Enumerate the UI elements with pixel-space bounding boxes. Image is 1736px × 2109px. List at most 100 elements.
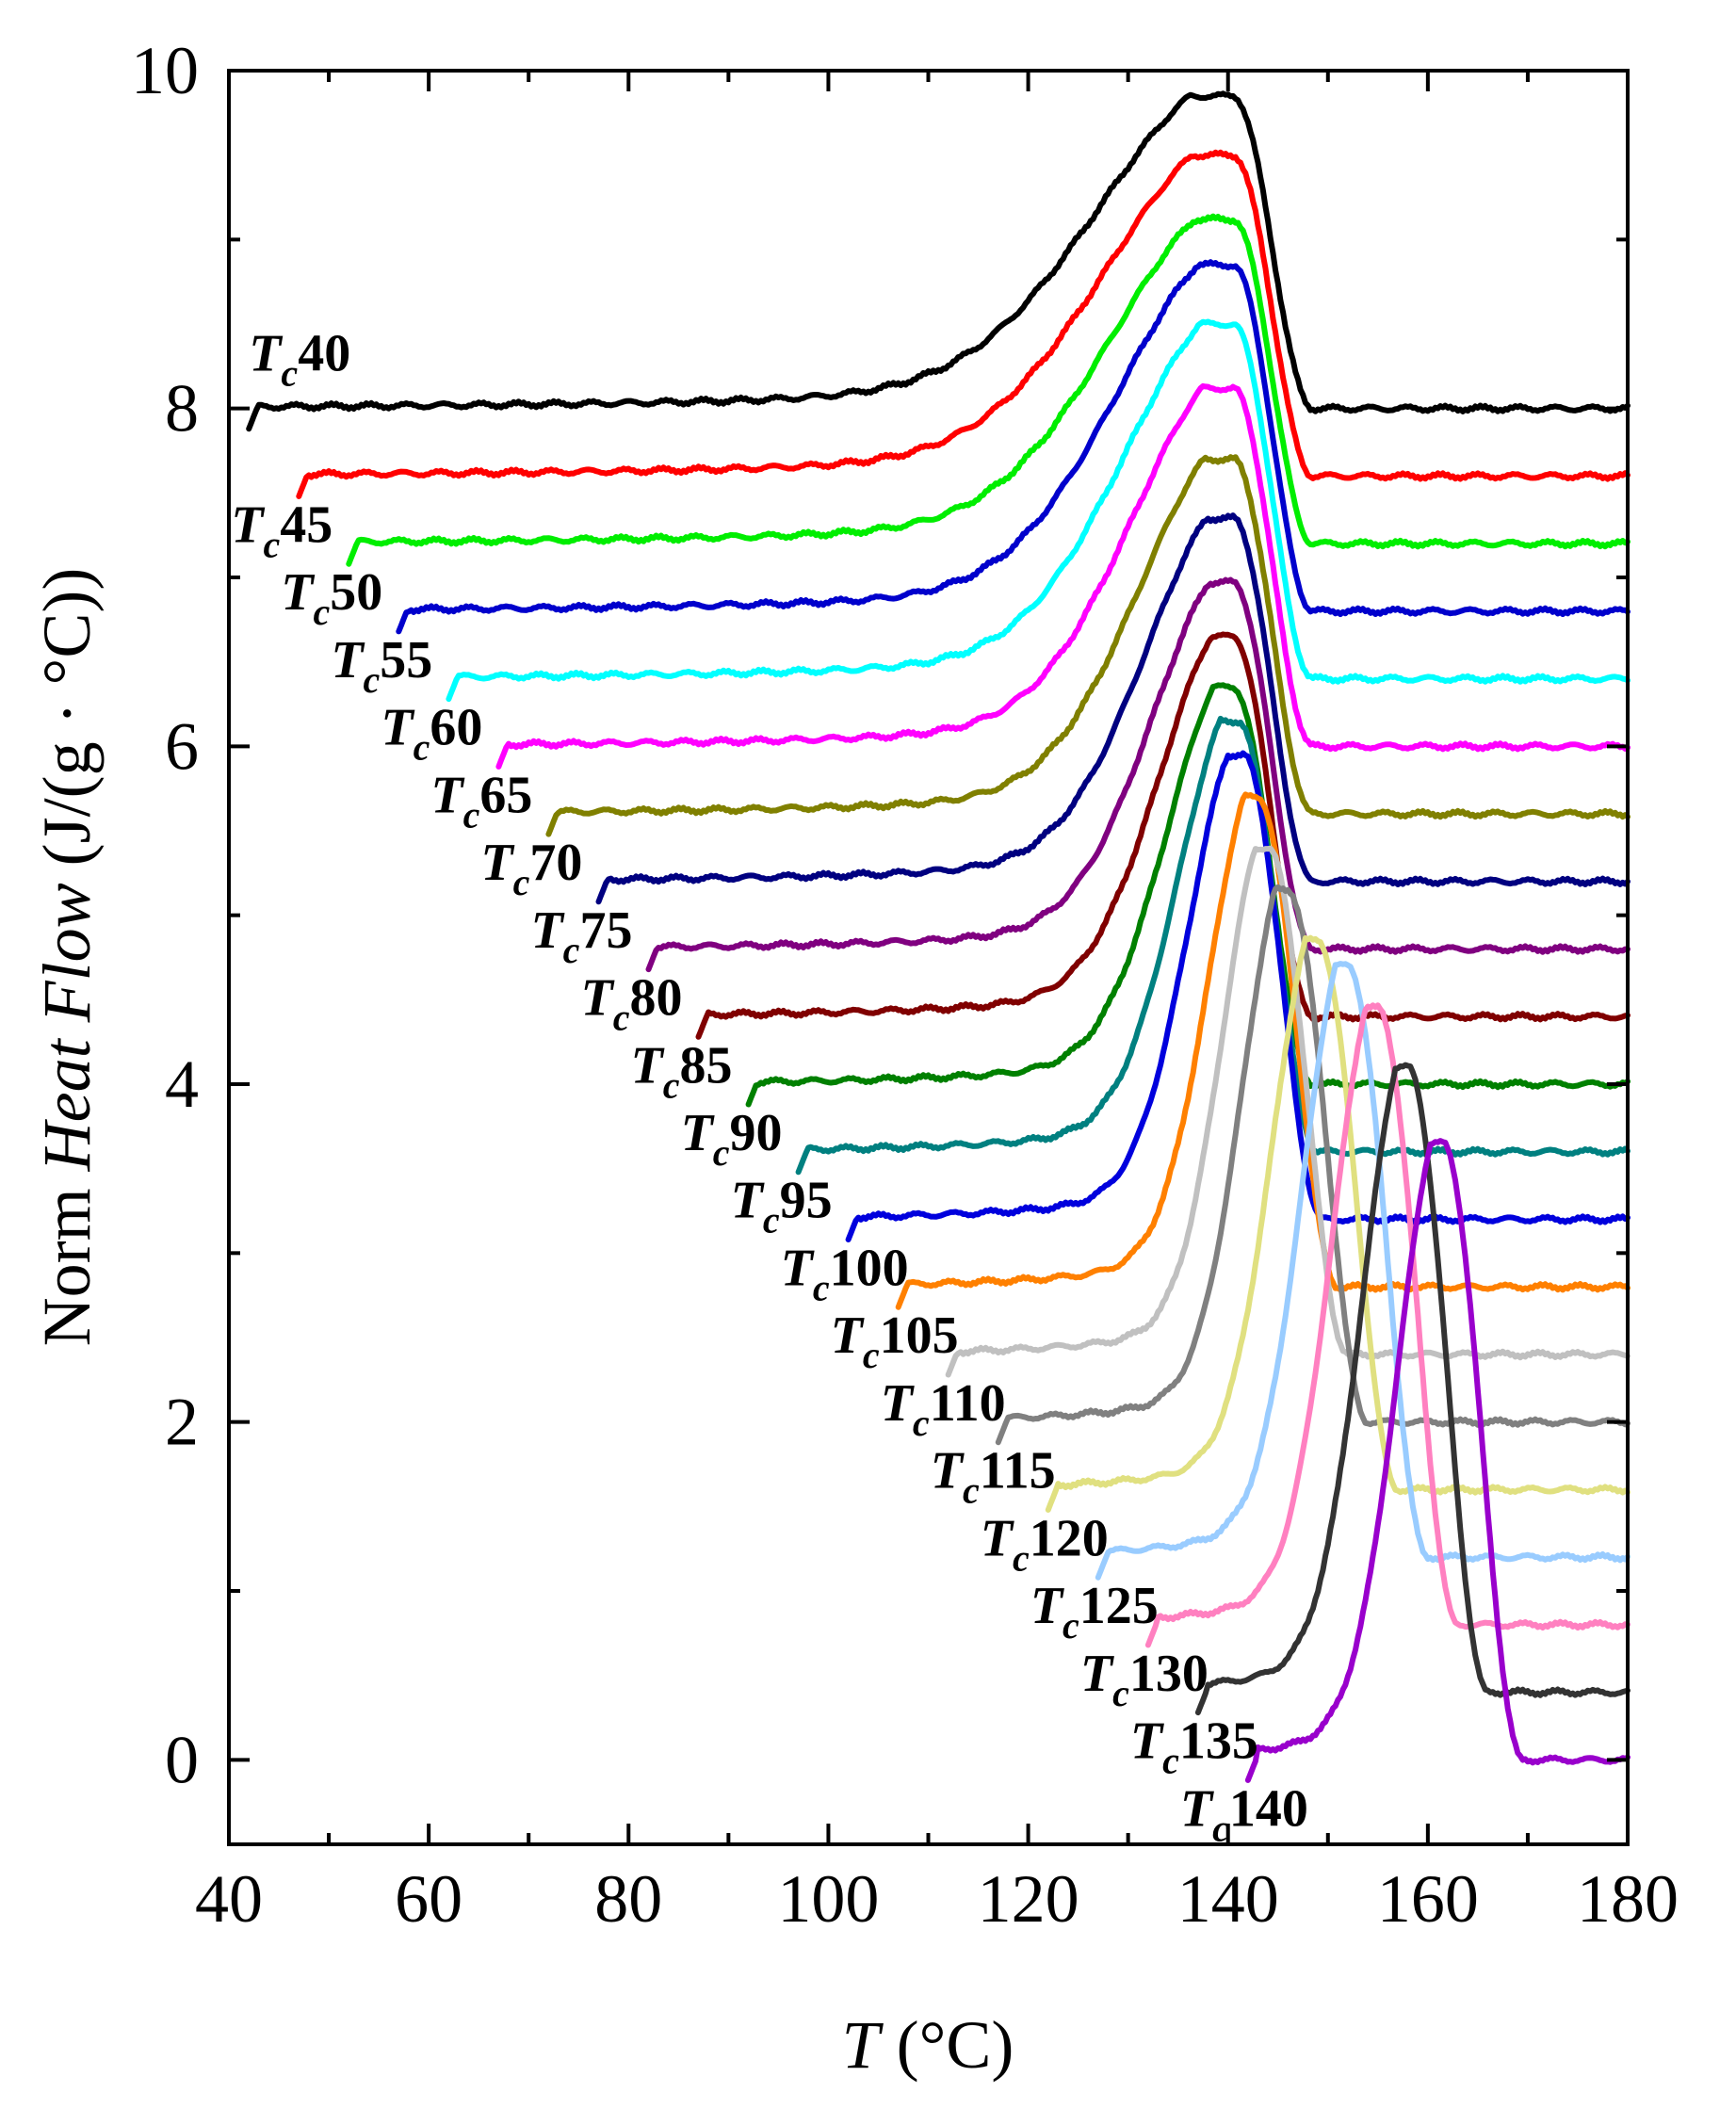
series-label-number: 90	[730, 1104, 783, 1162]
x-tick-label: 160	[1377, 1861, 1479, 1937]
series-line-tc55	[396, 259, 1631, 635]
curves-layer	[246, 90, 1631, 1783]
series-label-number: 70	[529, 834, 582, 892]
series-label-number: 110	[930, 1374, 1006, 1433]
series-line-tc140	[1244, 1138, 1631, 1783]
series-label-number: 120	[1030, 1509, 1109, 1567]
series-label-sub: c	[813, 1266, 830, 1308]
series-label-prefix: T	[249, 325, 284, 383]
series-line-tc50	[346, 213, 1631, 567]
series-line-tc70	[545, 454, 1631, 837]
series-label-sub: c	[1162, 1740, 1179, 1782]
series-label-tc45: Tc45	[231, 495, 333, 565]
series-label-sub: c	[463, 793, 480, 835]
series-label-number: 65	[479, 766, 532, 824]
series-label-number: 80	[629, 969, 682, 1028]
x-tick-label: 40	[195, 1861, 263, 1937]
series-label-prefix: T	[681, 1104, 716, 1162]
x-tick-label: 140	[1177, 1861, 1279, 1937]
series-line-tc80	[645, 576, 1631, 973]
series-label-prefix: T	[331, 631, 365, 689]
series-label-tc80: Tc80	[581, 969, 683, 1039]
series-label-sub: c	[763, 1199, 780, 1241]
series-label-tc95: Tc95	[731, 1172, 833, 1241]
series-line-tc110	[945, 845, 1631, 1378]
series-label-tc100: Tc100	[781, 1239, 909, 1308]
series-line-tc95	[795, 715, 1631, 1176]
series-label-prefix: T	[281, 563, 316, 622]
series-label-sub: c	[613, 997, 630, 1039]
series-line-tc65	[495, 382, 1631, 770]
series-label-sub: c	[1013, 1536, 1030, 1579]
series-label-sub: c	[563, 929, 580, 971]
series-label-prefix: T	[480, 834, 515, 892]
series-label-sub: c	[663, 1063, 680, 1106]
series-line-tc120	[1045, 934, 1631, 1513]
series-label-number: 105	[880, 1306, 959, 1365]
series-label-prefix: T	[381, 699, 415, 757]
series-label-number: 45	[280, 495, 333, 554]
y-axis-prefix: Norm	[29, 1171, 105, 1346]
series-line-tc75	[595, 512, 1631, 905]
series-line-tc115	[995, 884, 1631, 1446]
series-line-tc45	[296, 149, 1631, 499]
axis-tick-labels: 40 60 80 100 120 140 160 180 0 2 4 6 8 10	[131, 33, 1679, 1937]
series-label-prefix: T	[1130, 1712, 1165, 1771]
series-label-sub: c	[263, 523, 280, 565]
series-label-number: 85	[680, 1036, 733, 1095]
series-label-number: 50	[330, 563, 382, 622]
series-label-sub: c	[414, 726, 430, 769]
series-label-tc50: Tc50	[281, 563, 382, 633]
series-label-prefix: T	[231, 495, 266, 554]
series-label-tc70: Tc70	[480, 834, 582, 903]
series-label-tc65: Tc65	[430, 766, 532, 835]
axis-ticks	[227, 69, 1630, 1844]
series-line-tc130	[1144, 1002, 1631, 1648]
x-tick-label: 120	[978, 1861, 1079, 1937]
series-line-tc85	[695, 631, 1631, 1040]
series-label-number: 100	[830, 1239, 909, 1297]
series-label-number: 40	[298, 325, 350, 383]
series-label-tc130: Tc130	[1080, 1645, 1209, 1714]
series-labels: Tc40Tc45Tc50Tc55Tc60Tc65Tc70Tc75Tc80Tc85…	[231, 325, 1308, 1850]
series-label-prefix: T	[631, 1036, 666, 1095]
series-label-tc75: Tc75	[530, 901, 632, 971]
series-line-tc60	[446, 318, 1631, 703]
series-label-tc110: Tc110	[881, 1374, 1006, 1444]
series-label-number: 60	[430, 699, 482, 757]
y-axis-var: Heat Flow	[29, 883, 105, 1172]
series-label-tc140: Tc140	[1180, 1779, 1308, 1849]
series-line-tc90	[745, 682, 1631, 1108]
y-tick-label: 10	[131, 33, 199, 108]
x-axis-unit: (°C)	[880, 2007, 1014, 2083]
y-tick-label: 6	[165, 708, 199, 784]
series-line-tc100	[845, 750, 1631, 1242]
x-axis-title: T (°C)	[842, 2007, 1014, 2083]
series-label-tc115: Tc115	[931, 1442, 1056, 1512]
series-label-number: 125	[1079, 1577, 1159, 1635]
series-label-sub: c	[863, 1334, 880, 1376]
series-label-sub: c	[281, 352, 298, 395]
y-axis-title: Norm Heat Flow (J/(g · °C))	[29, 568, 105, 1347]
series-label-number: 115	[980, 1442, 1056, 1501]
series-label-sub: c	[913, 1402, 930, 1444]
series-label-number: 140	[1229, 1779, 1308, 1838]
series-label-tc120: Tc120	[981, 1509, 1109, 1579]
y-tick-label: 0	[165, 1722, 199, 1797]
series-label-prefix: T	[931, 1442, 965, 1501]
series-label-number: 130	[1129, 1645, 1209, 1703]
series-label-tc135: Tc135	[1130, 1712, 1258, 1782]
series-label-sub: c	[713, 1131, 730, 1174]
series-label-tc55: Tc55	[331, 631, 432, 701]
series-label-sub: c	[364, 658, 381, 701]
series-label-number: 135	[1179, 1712, 1258, 1771]
series-line-tc40	[246, 90, 1631, 432]
series-label-prefix: T	[731, 1172, 766, 1230]
series-label-sub: c	[513, 861, 530, 903]
x-tick-label: 180	[1577, 1861, 1679, 1937]
series-label-prefix: T	[831, 1306, 866, 1365]
series-label-tc60: Tc60	[381, 699, 482, 769]
series-label-prefix: T	[530, 901, 565, 960]
y-axis-unit: (J/(g · °C))	[29, 568, 105, 884]
